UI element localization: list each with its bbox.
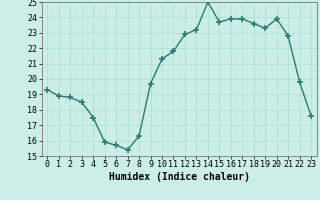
X-axis label: Humidex (Indice chaleur): Humidex (Indice chaleur) [109, 172, 250, 182]
